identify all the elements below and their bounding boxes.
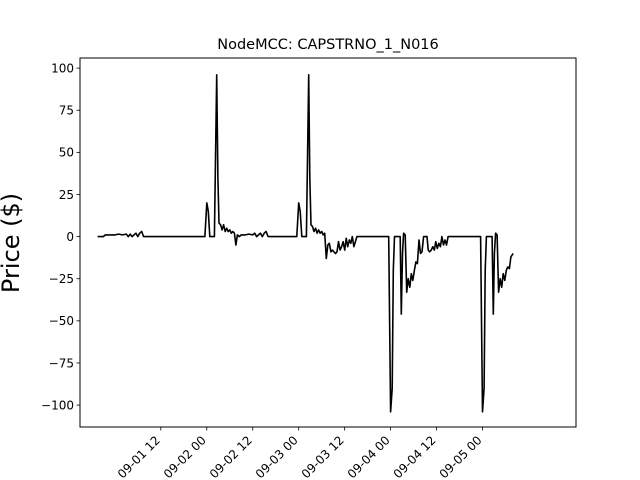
chart-title: NodeMCC: CAPSTRNO_1_N016 [217, 37, 439, 53]
y-tick-label: 0 [66, 230, 74, 244]
x-tick-label: 09-01 12 [115, 433, 163, 480]
y-tick-label: 50 [59, 146, 74, 160]
y-tick-label: 100 [51, 61, 74, 75]
y-tick-label: 25 [59, 188, 74, 202]
y-tick-label: −50 [49, 314, 74, 328]
x-tick-label: 09-04 00 [345, 433, 393, 480]
y-axis: 100 75 50 25 0 −25 −50 −75 −100 [41, 61, 80, 412]
price-series-line [97, 74, 514, 413]
y-tick-label: −25 [49, 272, 74, 286]
x-tick-label: 09-05 00 [437, 433, 485, 480]
x-tick-label: 09-02 12 [207, 433, 255, 480]
plot-frame [79, 57, 577, 428]
y-axis-label: Price ($) [0, 193, 25, 293]
y-tick-label: −100 [41, 398, 74, 412]
x-tick-label: 09-03 00 [253, 433, 301, 480]
y-tick-label: 75 [59, 104, 74, 118]
x-tick-label: 09-02 00 [161, 433, 209, 480]
x-tick-label: 09-03 12 [299, 433, 347, 480]
x-tick-label: 09-04 12 [391, 433, 439, 480]
series-layer [97, 74, 514, 413]
y-tick-label: −75 [49, 356, 74, 370]
